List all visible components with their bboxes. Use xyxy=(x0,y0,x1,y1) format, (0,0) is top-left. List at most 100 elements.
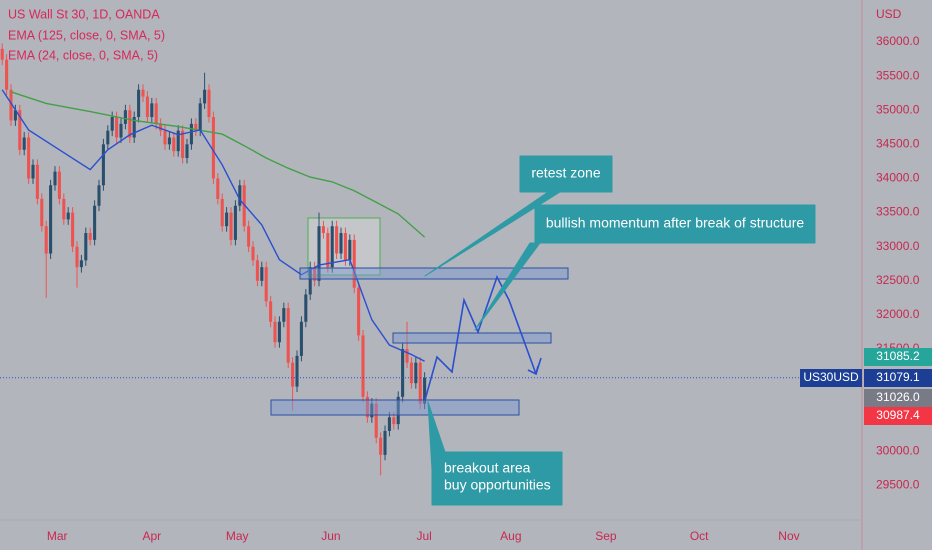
price-tags: 31085.2 31079.1 31026.0 30987.4 US30USD xyxy=(800,348,932,425)
candle-body xyxy=(299,321,303,356)
y-tick-label: 34000.0 xyxy=(876,171,920,185)
candle-body xyxy=(110,117,114,131)
candle-body xyxy=(379,437,383,455)
price-tag xyxy=(864,407,932,425)
candle-body xyxy=(260,267,264,281)
ema-line xyxy=(1,89,425,362)
x-tick-label: Apr xyxy=(142,529,161,543)
candle-body xyxy=(40,198,44,227)
indicator-lines xyxy=(1,89,426,362)
candle-body xyxy=(101,144,105,186)
candle-body xyxy=(71,212,75,247)
candle-body xyxy=(115,117,119,138)
candle-body xyxy=(304,294,308,322)
x-tick-label: Jul xyxy=(417,529,432,543)
candle-body xyxy=(313,267,317,281)
symbol-tag-label: US30USD xyxy=(803,370,859,384)
candle-body xyxy=(365,396,369,418)
candle-body xyxy=(269,301,273,322)
candle-body xyxy=(211,117,215,179)
price-tag xyxy=(864,389,932,407)
candle-body xyxy=(291,362,295,387)
annotation: buy opportunities xyxy=(444,477,551,493)
candle-body xyxy=(27,137,31,179)
y-tick-label: 29500.0 xyxy=(876,478,920,492)
y-tick-label: 35000.0 xyxy=(876,102,920,116)
candle-body xyxy=(352,239,356,288)
x-tick-label: Jun xyxy=(321,529,340,543)
price-tag-label: 30987.4 xyxy=(876,408,920,422)
symbol-tag xyxy=(800,369,862,387)
candle-body xyxy=(176,130,180,152)
price-tag-label: 31085.2 xyxy=(876,349,920,363)
candle-body xyxy=(242,185,246,227)
candle-body xyxy=(18,110,22,150)
y-tick-label: 34500.0 xyxy=(876,137,920,151)
callout-bullish xyxy=(474,204,816,331)
candle-body xyxy=(264,267,268,302)
candle-body xyxy=(79,260,83,268)
candle-body xyxy=(137,89,141,118)
candle-body xyxy=(339,233,343,254)
callout-retest xyxy=(424,155,613,277)
candle-body xyxy=(414,362,418,384)
candle-body xyxy=(335,226,339,254)
candle-body xyxy=(22,137,26,150)
candle-body xyxy=(128,110,132,138)
legend-entry: EMA (125, close, 0, SMA, 5) xyxy=(8,28,165,42)
price-tag xyxy=(864,348,932,366)
candle-body xyxy=(357,287,361,336)
candle-body xyxy=(308,267,312,295)
candle-body xyxy=(57,171,61,199)
retest-zone xyxy=(299,267,569,280)
x-tick-label: Aug xyxy=(500,529,521,543)
candle-body xyxy=(167,137,171,145)
legend: EMA (125, close, 0, SMA, 5) EMA (24, clos… xyxy=(8,28,165,62)
price-tag xyxy=(864,369,932,387)
projection-path xyxy=(424,274,537,401)
candle-body xyxy=(172,137,176,152)
candle-body xyxy=(185,144,189,158)
candle-body xyxy=(141,89,145,97)
candle-body xyxy=(53,171,57,186)
candle-body xyxy=(62,198,66,220)
candle-body xyxy=(409,362,413,384)
candle-body xyxy=(49,185,53,254)
x-tick-label: Mar xyxy=(47,529,68,543)
candle-body xyxy=(84,233,88,261)
candle-body xyxy=(370,403,374,418)
candle-body xyxy=(189,123,193,145)
drawings: retest zone bullish momentum after break… xyxy=(270,155,816,506)
candle-body xyxy=(396,396,400,425)
candle-body xyxy=(405,349,409,363)
candle-body xyxy=(66,212,70,220)
ema-line xyxy=(10,91,426,238)
currency-label: USD xyxy=(876,7,902,21)
candle-body xyxy=(255,260,259,281)
price-tag-label: 31079.1 xyxy=(876,370,920,384)
breakout-zone xyxy=(270,399,520,416)
candle-body xyxy=(150,103,154,118)
candle-body xyxy=(9,89,13,121)
candle-body xyxy=(330,226,334,268)
y-tick-label: 32000.0 xyxy=(876,307,920,321)
chart-title: US Wall St 30, 1D, OANDA xyxy=(8,7,160,21)
candle-body xyxy=(35,164,39,199)
structure-zone xyxy=(392,332,552,344)
candle-body xyxy=(418,362,422,404)
y-tick-label: 33000.0 xyxy=(876,239,920,253)
annotation: breakout area xyxy=(444,460,531,476)
x-tick-label: Oct xyxy=(690,529,709,543)
annotation: retest zone xyxy=(531,165,600,181)
price-tag-label: 31026.0 xyxy=(876,390,920,404)
candle-body xyxy=(181,130,185,158)
candle-body xyxy=(317,226,321,281)
annotation: bullish momentum after break of structur… xyxy=(546,215,805,231)
candle-body xyxy=(374,403,378,438)
x-tick-label: May xyxy=(226,529,249,543)
projection-tail xyxy=(535,357,542,375)
candle-body xyxy=(361,335,365,397)
candle-body xyxy=(123,110,127,124)
